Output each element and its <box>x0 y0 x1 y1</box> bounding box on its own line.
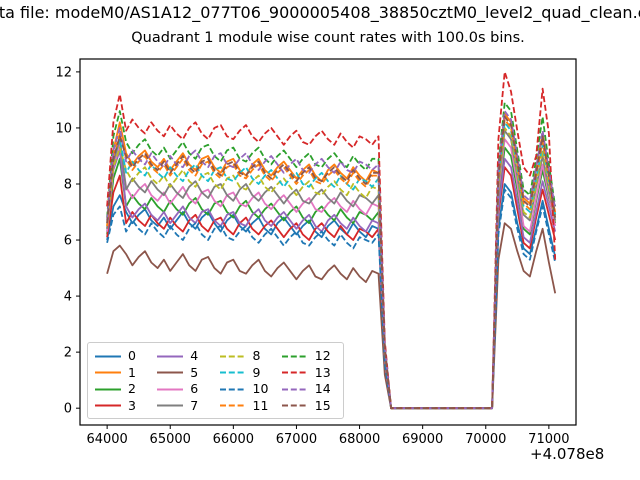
legend-label: 0 <box>128 348 136 363</box>
legend-label: 5 <box>190 364 199 380</box>
legend-label: 13 <box>314 364 331 380</box>
legend-label: 10 <box>252 381 269 397</box>
y-tick-label: 4 <box>64 290 72 305</box>
legend-line-sample <box>281 355 308 357</box>
legend-line-sample <box>219 388 246 391</box>
y-tick-label: 8 <box>64 177 72 192</box>
y-tick-label: 6 <box>64 234 72 249</box>
x-axis-offset-label: +4.078e8 <box>530 445 605 463</box>
legend: 0 1 2 3 4 5 6 7 8 9 10 11 12 13 14 15 <box>87 342 344 419</box>
series-line-15 <box>106 115 557 410</box>
legend-label: 11 <box>252 397 269 413</box>
legend-item-4: 4 <box>154 348 216 364</box>
x-tick-label: 68000 <box>339 432 380 447</box>
suptitle: Data file: modeM0/AS1A12_077T06_90000054… <box>0 3 640 22</box>
y-tick-label: 12 <box>55 65 72 80</box>
x-tick-label: 66000 <box>213 432 254 447</box>
legend-item-14: 14 <box>279 381 341 397</box>
legend-line-sample <box>281 404 308 407</box>
x-tick-label: 64000 <box>86 432 127 447</box>
legend-label: 4 <box>190 348 199 363</box>
legend-label: 8 <box>252 348 261 363</box>
legend-label: 6 <box>190 381 199 397</box>
axes-title: Quadrant 1 module wise count rates with … <box>131 30 525 46</box>
legend-line-sample <box>219 355 246 357</box>
legend-item-0: 0 <box>92 348 154 364</box>
legend-label: 12 <box>314 348 331 363</box>
legend-item-1: 1 <box>92 365 154 381</box>
legend-column: 12 13 14 15 <box>279 348 341 414</box>
x-tick-label: 69000 <box>402 432 443 447</box>
legend-item-11: 11 <box>217 398 279 414</box>
x-tick-label: 70000 <box>465 432 506 447</box>
y-tick-label: 0 <box>64 402 72 417</box>
legend-line-sample <box>281 371 308 374</box>
legend-line-sample <box>95 355 121 357</box>
legend-item-2: 2 <box>92 381 154 397</box>
legend-line-sample <box>157 404 184 407</box>
x-tick-label: 71000 <box>528 432 569 447</box>
series-line-9 <box>106 121 557 410</box>
legend-item-7: 7 <box>154 398 216 414</box>
legend-label: 2 <box>128 381 136 397</box>
legend-line-sample <box>95 404 121 407</box>
legend-item-6: 6 <box>154 381 216 397</box>
legend-label: 14 <box>314 381 331 397</box>
legend-item-12: 12 <box>279 348 341 364</box>
legend-item-5: 5 <box>154 365 216 381</box>
legend-line-sample <box>157 371 184 374</box>
series-line-14 <box>106 110 557 410</box>
y-tick-label: 10 <box>55 121 72 136</box>
legend-line-sample <box>95 371 121 374</box>
legend-line-sample <box>219 404 246 407</box>
legend-item-3: 3 <box>92 398 154 414</box>
legend-item-9: 9 <box>217 365 279 381</box>
legend-line-sample <box>157 355 184 357</box>
x-tick-label: 65000 <box>150 432 191 447</box>
legend-line-sample <box>95 388 121 391</box>
legend-label: 1 <box>128 364 136 380</box>
legend-item-10: 10 <box>217 381 279 397</box>
legend-line-sample <box>219 371 246 374</box>
legend-label: 9 <box>252 364 261 380</box>
legend-item-15: 15 <box>279 398 341 414</box>
legend-label: 15 <box>314 397 331 413</box>
y-tick-label: 2 <box>64 346 72 361</box>
legend-item-13: 13 <box>279 365 341 381</box>
legend-line-sample <box>281 388 308 391</box>
x-tick-label: 67000 <box>276 432 317 447</box>
legend-column: 8 9 10 11 <box>217 348 279 414</box>
legend-item-8: 8 <box>217 348 279 364</box>
legend-label: 7 <box>190 397 199 413</box>
legend-line-sample <box>157 388 184 391</box>
legend-label: 3 <box>128 397 136 413</box>
axes-frame <box>79 58 577 426</box>
